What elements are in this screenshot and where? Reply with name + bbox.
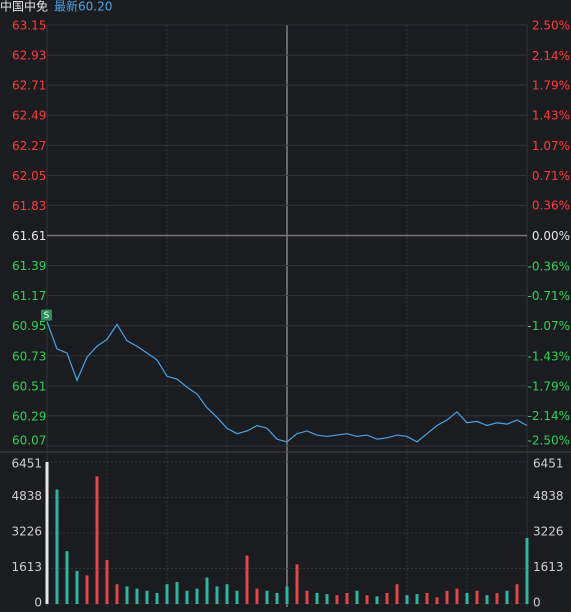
- volume-bar: [125, 586, 129, 604]
- y-tick-label: 62.71: [12, 79, 46, 93]
- volume-bar: [385, 592, 389, 604]
- volume-bar: [515, 584, 519, 604]
- volume-bar: [325, 594, 329, 604]
- y2-tick-label: 0.36%: [532, 199, 570, 213]
- volume-bar: [355, 590, 359, 604]
- volume-bar: [305, 590, 309, 604]
- y-tick-label: 60.51: [12, 379, 46, 393]
- volume-bar: [295, 564, 299, 604]
- y-tick-label: 61.17: [12, 289, 46, 303]
- volume-bar: [105, 559, 109, 604]
- stock-name: 中国中免: [0, 0, 48, 14]
- y2-tick-label: 4838: [533, 489, 564, 503]
- y2-tick-label: 0: [533, 596, 541, 610]
- volume-bar: [525, 537, 529, 604]
- y2-tick-label: 2.50%: [532, 19, 570, 33]
- y2-tick-label: 3226: [533, 524, 564, 538]
- volume-bar: [365, 595, 369, 604]
- y-tick-label: 61.39: [12, 259, 46, 273]
- volume-bar: [225, 584, 229, 604]
- volume-bar: [495, 592, 499, 604]
- volume-bar: [405, 595, 409, 604]
- volume-bar: [275, 592, 279, 604]
- volume-bar: [45, 462, 49, 604]
- y2-tick-label: -1.43%: [528, 349, 570, 363]
- y2-tick-label: -0.36%: [528, 259, 570, 273]
- y-tick-label: 62.27: [12, 139, 46, 153]
- volume-bar: [95, 476, 99, 604]
- y2-tick-label: -0.71%: [528, 289, 570, 303]
- y-tick-label: 1613: [11, 560, 42, 574]
- volume-bar: [235, 590, 239, 604]
- volume-bar: [165, 584, 169, 604]
- y-tick-label: 6451: [11, 457, 42, 471]
- y2-tick-label: 0.71%: [532, 169, 570, 183]
- volume-bar: [75, 570, 79, 604]
- volume-bar: [335, 595, 339, 604]
- volume-bar: [155, 592, 159, 604]
- volume-bar: [375, 596, 379, 604]
- y2-tick-label: -2.50%: [528, 434, 570, 448]
- price-line: [46, 321, 528, 443]
- volume-bar: [215, 586, 219, 604]
- volume-bar: [65, 551, 69, 604]
- y-tick-label: 63.15: [12, 19, 46, 33]
- y2-tick-label: -1.07%: [528, 319, 570, 333]
- volume-bar: [315, 592, 319, 604]
- y-tick-label: 62.93: [12, 49, 46, 63]
- y2-tick-label: 1613: [533, 560, 564, 574]
- volume-bar: [175, 581, 179, 604]
- y2-tick-label: 1.07%: [532, 139, 570, 153]
- volume-bar: [205, 577, 209, 604]
- volume-bar: [425, 592, 429, 604]
- volume-bar: [55, 489, 59, 604]
- volume-bar: [395, 584, 399, 604]
- y2-tick-label: 2.14%: [532, 49, 570, 63]
- volume-bar: [415, 594, 419, 604]
- y-tick-label: 0: [34, 596, 42, 610]
- volume-bar: [285, 586, 289, 604]
- latest-price: 最新60.20: [54, 0, 112, 14]
- volume-bar: [145, 590, 149, 604]
- volume-bar: [255, 588, 259, 604]
- volume-bar: [345, 592, 349, 604]
- volume-bar: [435, 597, 439, 604]
- y2-tick-label: -1.79%: [528, 380, 570, 394]
- volume-bar: [135, 588, 139, 604]
- volume-bar: [475, 590, 479, 604]
- marker-label: S: [44, 311, 50, 321]
- y-tick-label: 3226: [11, 524, 42, 538]
- volume-bar: [445, 590, 449, 604]
- y-tick-label: 61.61: [12, 229, 46, 243]
- volume-bar: [455, 588, 459, 604]
- y-tick-label: 60.07: [12, 434, 46, 448]
- y-tick-label: 62.49: [12, 109, 46, 123]
- y2-tick-label: 0.00%: [532, 229, 570, 243]
- volume-bar: [265, 590, 269, 604]
- marker-box: [41, 309, 52, 321]
- y2-tick-label: 1.79%: [532, 78, 570, 92]
- volume-bar: [245, 555, 249, 604]
- y2-tick-label: -2.14%: [528, 409, 570, 423]
- volume-bar: [505, 590, 509, 604]
- y-tick-label: 60.73: [12, 349, 46, 363]
- y2-tick-label: 6451: [533, 457, 564, 471]
- y-tick-label: 61.83: [12, 199, 46, 213]
- volume-bar: [485, 595, 489, 604]
- volume-bar: [85, 575, 89, 604]
- volume-bar: [465, 592, 469, 604]
- y2-tick-label: 1.43%: [532, 109, 570, 123]
- y-tick-label: 60.95: [12, 319, 46, 333]
- volume-bar: [195, 588, 199, 604]
- y-tick-label: 60.29: [12, 409, 46, 423]
- volume-bar: [115, 584, 119, 604]
- y-tick-label: 4838: [11, 489, 42, 503]
- volume-bar: [185, 590, 189, 604]
- y-tick-label: 62.05: [12, 169, 46, 183]
